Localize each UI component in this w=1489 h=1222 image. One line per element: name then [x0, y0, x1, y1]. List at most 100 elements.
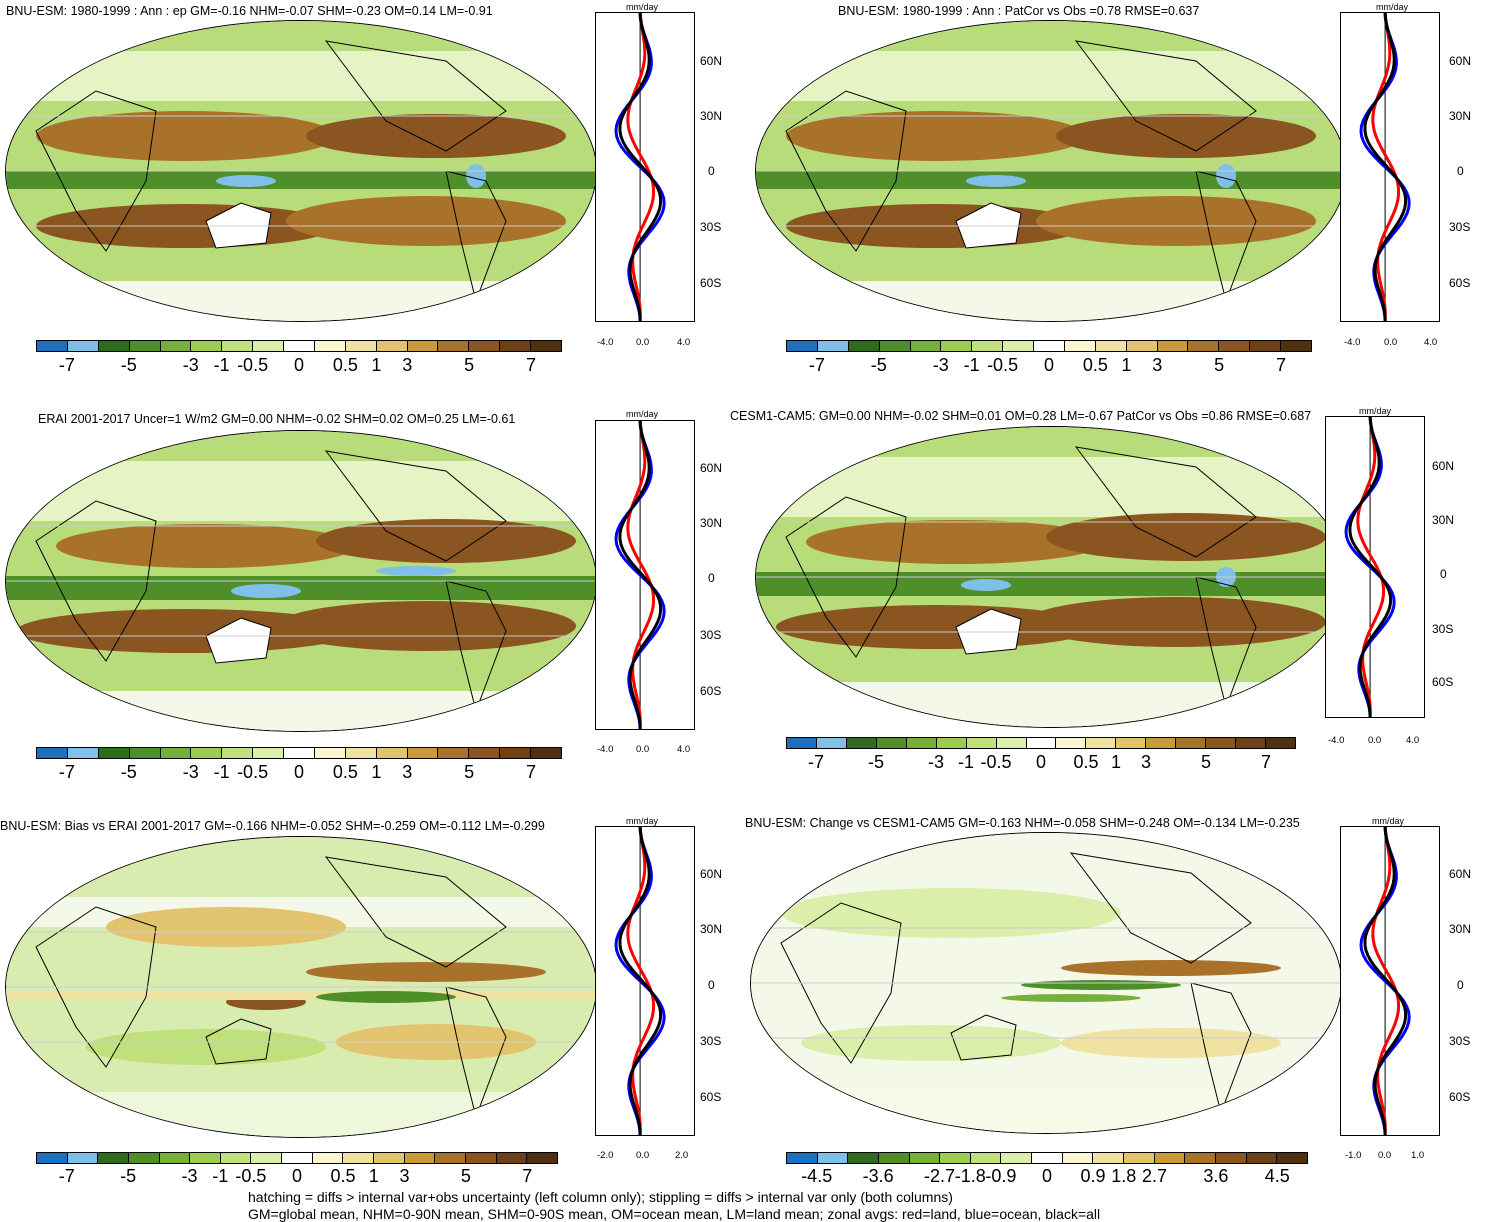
lat-label: 30N — [1449, 109, 1472, 123]
colorbar-swatch — [1003, 341, 1034, 351]
zonal-mean-plot — [595, 826, 695, 1136]
colorbar-label: 1 — [1121, 355, 1132, 375]
colorbar-swatch — [435, 1153, 466, 1163]
colorbar-label: -5 — [867, 752, 885, 772]
colorbar-swatch — [1246, 1153, 1278, 1163]
colorbar-label: 0.5 — [332, 355, 358, 375]
zonal-unit: mm/day — [1372, 816, 1405, 826]
lat-label: 60S — [1449, 276, 1471, 290]
colorbar-label: 3 — [399, 1166, 410, 1186]
colorbar-label: 5 — [1214, 355, 1225, 375]
colorbar-swatch — [312, 1153, 344, 1163]
lat-label: 0 — [1457, 164, 1464, 178]
zonal-land-line — [626, 13, 656, 321]
colorbar-label: 1.8 — [1111, 1166, 1137, 1186]
lat-label: 60S — [1432, 675, 1454, 689]
colorbar-label: -0.5 — [237, 762, 269, 782]
colorbar-swatch — [1124, 1153, 1155, 1163]
colorbar-label: 1 — [371, 762, 382, 782]
colorbar-swatch — [1086, 738, 1117, 748]
lat-label: 30S — [1449, 1034, 1471, 1048]
colorbar-swatch — [67, 748, 99, 758]
panel-title: BNU-ESM: 1980-1999 : Ann : ep GM=-0.16 N… — [6, 4, 493, 18]
colorbar-label: 3 — [1140, 752, 1152, 772]
x-tick: 4.0 — [677, 744, 691, 755]
colorbar-swatch — [1188, 341, 1220, 351]
zonal-lines — [614, 13, 666, 321]
colorbar-swatch — [1146, 738, 1177, 748]
colorbar-swatch — [879, 341, 911, 351]
x-tick: 0.0 — [636, 744, 650, 755]
colorbar-swatch — [345, 341, 377, 351]
x-tick: 4.0 — [1424, 337, 1438, 348]
colorbar-swatch — [500, 341, 531, 351]
colorbar-swatch — [284, 341, 315, 351]
colorbar-swatch — [190, 1153, 221, 1163]
x-tick: -4.0 — [1328, 735, 1345, 746]
colorbar-swatch — [531, 748, 561, 758]
colorbar-label: 0 — [293, 762, 305, 782]
lat-label: 60S — [1449, 1090, 1471, 1104]
colorbar-label: 7 — [526, 355, 537, 375]
zonal-all-line — [618, 13, 663, 321]
lat-label: 0 — [1457, 978, 1464, 992]
colorbar-swatch — [1095, 341, 1127, 351]
lat-label: 30N — [700, 922, 723, 936]
colorbar-swatch — [787, 738, 817, 748]
colorbar-swatch — [438, 748, 470, 758]
colorbar-label: 0 — [291, 1166, 303, 1186]
colorbar-label: -4.5 — [801, 1166, 833, 1186]
colorbar-swatch — [98, 1153, 129, 1163]
colorbar-swatch — [817, 1153, 849, 1163]
colorbar-swatch — [1185, 1153, 1216, 1163]
colorbar-label: -0.5 — [235, 1166, 267, 1186]
colorbar-label: 5 — [1200, 752, 1212, 772]
colorbar-swatch — [876, 738, 907, 748]
colorbar — [36, 1152, 558, 1164]
lat-label: 60S — [700, 1090, 722, 1104]
colorbar-label: -3 — [181, 1166, 198, 1186]
zonal-land-line — [626, 421, 656, 729]
colorbar-swatch — [282, 1153, 313, 1163]
colorbar-swatch — [972, 341, 1004, 351]
lat-label: 60N — [1449, 54, 1472, 68]
zonal-lines — [1359, 13, 1411, 321]
colorbar-swatch — [816, 738, 847, 748]
world-map — [750, 832, 1342, 1134]
zonal-unit: mm/day — [1359, 406, 1392, 416]
colorbar-label: 7 — [1276, 355, 1287, 375]
colorbar-label: 7 — [522, 1166, 533, 1186]
lat-label: 30S — [1432, 622, 1454, 636]
x-tick: -4.0 — [1344, 337, 1361, 348]
lat-label: 60N — [1449, 867, 1472, 881]
colorbar-swatch — [1206, 738, 1237, 748]
colorbar-swatch — [787, 1153, 818, 1163]
colorbar-label: 0.9 — [1080, 1166, 1106, 1186]
footer-note-1: hatching = diffs > internal var+obs unce… — [248, 1189, 953, 1205]
lat-label: 30N — [1432, 513, 1455, 527]
colorbar-label: 1 — [371, 355, 382, 375]
colorbar-swatch — [37, 748, 68, 758]
colorbar-swatch — [848, 341, 880, 351]
map-field — [756, 427, 1346, 727]
colorbar-swatch — [1277, 1153, 1307, 1163]
zonal-land-line — [1371, 827, 1401, 1135]
world-map — [5, 20, 597, 322]
map-field — [756, 21, 1346, 321]
colorbar-label: -3.6 — [862, 1166, 894, 1186]
colorbar-swatch — [37, 341, 68, 351]
colorbar-swatch — [253, 341, 284, 351]
colorbar — [786, 340, 1312, 352]
zonal-land-line — [1356, 417, 1386, 717]
lat-label: 30S — [700, 628, 722, 642]
colorbar-label: -1 — [213, 762, 230, 782]
colorbar-swatch — [1064, 341, 1096, 351]
colorbar-label: 3 — [1152, 355, 1163, 375]
lat-label: 60S — [700, 684, 722, 698]
lat-label: 60N — [700, 461, 723, 475]
colorbar-label: 1 — [1110, 752, 1122, 772]
colorbar-swatch — [160, 341, 192, 351]
colorbar-label: -2.7 — [924, 1166, 956, 1186]
colorbar-swatch — [848, 1153, 879, 1163]
colorbar-label: -0.5 — [987, 355, 1019, 375]
